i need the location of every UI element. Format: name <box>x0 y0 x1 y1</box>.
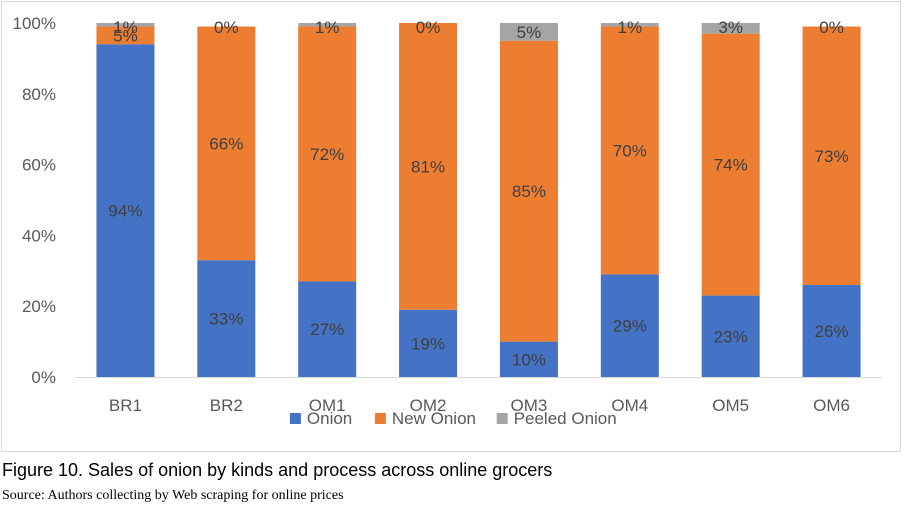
data-label: 1% <box>113 18 138 37</box>
bar-segment-new-onion <box>399 23 458 310</box>
bar-segment-peeled-onion <box>96 23 155 27</box>
legend-swatch <box>289 413 301 424</box>
data-label: 85% <box>512 182 546 201</box>
bar-segment-peeled-onion <box>600 23 659 27</box>
data-label: 73% <box>815 147 849 166</box>
y-tick-label: 100% <box>13 14 56 33</box>
data-label: 0% <box>214 18 239 37</box>
data-label: 0% <box>819 18 844 37</box>
bar-segment-new-onion <box>298 26 357 282</box>
x-tick-label: OM5 <box>712 396 749 415</box>
bar-segment-new-onion <box>197 26 256 261</box>
data-label: 33% <box>209 310 243 329</box>
x-tick-label: OM2 <box>410 396 447 415</box>
bar-segment-onion <box>399 309 458 377</box>
bar-segment-peeled-onion <box>701 23 760 34</box>
chart-area: 0% 20% 40% 60% 80% 100% 94% 5% 1% BR1 33% 66% 0% BR2 2… <box>1 1 901 452</box>
data-label: 0% <box>416 18 441 37</box>
x-tick-label: BR1 <box>109 396 142 415</box>
legend-swatch <box>374 413 386 424</box>
y-tick-label: 60% <box>22 156 56 175</box>
legend-label: Peeled Onion <box>514 409 617 428</box>
y-tick-label: 20% <box>22 297 56 316</box>
y-tick-label: 40% <box>22 226 56 245</box>
x-tick-label: OM3 <box>511 396 548 415</box>
bar-segment-onion <box>298 281 357 377</box>
bar-segment-new-onion <box>499 40 558 342</box>
data-label: 5% <box>113 26 138 45</box>
bar-segment-new-onion <box>802 26 861 285</box>
data-label: 27% <box>310 320 344 339</box>
bar-segment-onion <box>197 260 256 377</box>
data-label: 1% <box>618 18 643 37</box>
data-label: 3% <box>718 18 743 37</box>
data-label: 19% <box>411 334 445 353</box>
bar-segment-onion <box>701 295 760 377</box>
x-tick-label: BR2 <box>210 396 243 415</box>
legend-swatch <box>496 413 508 424</box>
data-label: 74% <box>714 156 748 175</box>
bar-segment-onion <box>499 341 558 377</box>
stacked-bar-chart: 0%20%40%60%80%100%94%5%1%BR133%66%0%BR22… <box>13 14 882 428</box>
bar-segment-onion <box>802 284 861 377</box>
data-label: 26% <box>815 322 849 341</box>
bar-segment-new-onion <box>96 26 155 45</box>
bar-segment-new-onion <box>701 33 760 296</box>
x-tick-label: OM1 <box>309 396 346 415</box>
y-tick-label: 0% <box>31 368 56 387</box>
data-label: 1% <box>315 18 340 37</box>
data-label: 72% <box>310 145 344 164</box>
bar-segment-onion <box>600 274 659 377</box>
data-label: 29% <box>613 317 647 336</box>
bar-segment-new-onion <box>600 26 659 275</box>
data-label: 81% <box>411 157 445 176</box>
y-tick-label: 80% <box>22 85 56 104</box>
data-label: 23% <box>714 327 748 346</box>
x-tick-label: OM6 <box>813 396 850 415</box>
legend-label: New Onion <box>392 409 476 428</box>
data-label: 5% <box>517 23 542 42</box>
data-label: 70% <box>613 141 647 160</box>
data-label: 10% <box>512 350 546 369</box>
bar-segment-peeled-onion <box>499 23 558 41</box>
data-label: 94% <box>108 202 142 221</box>
bar-segment-peeled-onion <box>298 23 357 27</box>
figure-source: Source: Authors collecting by Web scrapi… <box>2 488 344 503</box>
data-label: 66% <box>209 134 243 153</box>
bar-segment-onion <box>96 44 155 378</box>
figure-caption: Figure 10. Sales of onion by kinds and p… <box>2 460 553 480</box>
x-tick-label: OM4 <box>611 396 648 415</box>
legend-label: Onion <box>307 409 352 428</box>
